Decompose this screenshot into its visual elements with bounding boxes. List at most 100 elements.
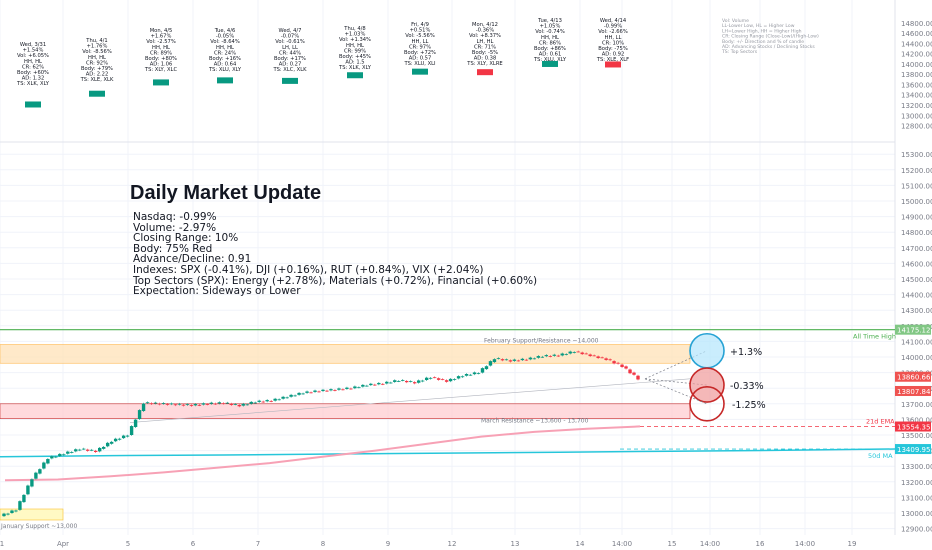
daily-stat-text: CR: 44% (279, 50, 301, 56)
candle-body (181, 404, 186, 406)
candle-body (237, 405, 241, 407)
daily-stat-text: Vol: +8.37% (469, 33, 501, 39)
daily-stat-text: Body: +16% (209, 56, 241, 62)
x-tick-label: 14:00 (700, 540, 720, 548)
candle-body (337, 388, 341, 390)
daily-stat-text: CR: 71% (474, 44, 496, 50)
price-label-text: 13409.95 (897, 446, 930, 454)
candle-body (592, 355, 596, 357)
summary-expectation: Expectation: Sideways or Lower (133, 285, 301, 298)
legend-line: LL-Lower Low, HL = Higher Low (722, 23, 795, 29)
y-tick-label: 13200.00 (901, 479, 932, 487)
daily-stat-text: HH, HL (24, 59, 42, 65)
candle-body (516, 360, 521, 362)
daily-stat-text: +1.76% (87, 44, 108, 50)
daily-stat-text: Body: +72% (404, 50, 436, 56)
candle-body (417, 380, 421, 383)
candle-body (349, 388, 353, 390)
candle-body (30, 479, 34, 487)
zone-january-support (0, 508, 64, 521)
candle-body (105, 442, 110, 447)
daily-stat-text: Mon, 4/12 (472, 22, 498, 28)
candle-body (22, 494, 26, 503)
daily-stat-text: Body: +86% (534, 46, 566, 52)
candle-body (480, 368, 485, 373)
candle-body (205, 404, 210, 405)
daily-candle-marker (605, 61, 621, 68)
candle-body (436, 378, 441, 380)
daily-stat-text: -0.05% (216, 34, 234, 40)
candle-body (636, 375, 640, 380)
summary-top-sectors: Top Sectors (SPX): Energy (+2.78%), Mate… (133, 274, 538, 287)
candle-body (552, 354, 556, 356)
y-tick-label-upper: 13000.00 (901, 112, 932, 120)
daily-candle-marker (89, 90, 105, 97)
candle-body (277, 399, 281, 401)
summary-nasdaq: Nasdaq: -0.99% (133, 211, 217, 223)
daily-stat-text: AD: 0.92 (602, 52, 625, 58)
daily-stat-text: Vol: -5.56% (405, 33, 435, 39)
daily-stat-text: CR: 89% (150, 50, 172, 56)
daily-stat-text: Wed, 4/14 (600, 18, 627, 24)
summary-closing-range: Closing Range: 10% (133, 232, 239, 245)
daily-stat-text: CR: 92% (86, 60, 108, 66)
candle-body (74, 449, 78, 452)
daily-stat-text: Vol: -2.66% (598, 29, 628, 35)
candle-body (317, 391, 321, 393)
y-tick-label-upper: 12800.00 (901, 123, 932, 131)
daily-stat-text: -0.07% (281, 34, 299, 40)
candle-body (456, 376, 461, 379)
daily-stat-text: Vol: +1.34% (339, 37, 371, 43)
daily-candle-marker (282, 77, 298, 84)
y-tick-label: 15200.00 (901, 167, 932, 175)
daily-stat-text: +1.67% (151, 34, 172, 40)
candle-body (253, 402, 257, 404)
price-label-tag (895, 444, 931, 455)
candle-body (109, 441, 114, 444)
candle-body (556, 355, 560, 357)
daily-stat-text: TS: XLY, XLC (144, 67, 178, 73)
daily-stat-text: HH, LL (605, 35, 622, 41)
daily-candle-marker (153, 79, 169, 86)
daily-candle-marker (542, 60, 558, 67)
candle-body (500, 359, 505, 361)
daily-stat-text: TS: XLK, XLY (16, 81, 50, 87)
daily-stat-text: Vol: +6.05% (17, 53, 49, 59)
candle-body (221, 403, 225, 405)
candle-body (209, 402, 214, 404)
candle-body (173, 404, 178, 406)
candle-body (584, 353, 588, 355)
daily-stat-text: Body: +80% (145, 56, 177, 62)
x-tick-label: 19 (848, 540, 857, 548)
daily-stat-text: +1.54% (23, 48, 44, 54)
x-tick-label: 6 (191, 540, 196, 548)
zone-label-february: February Support/Resistance ~14,000 (484, 338, 599, 345)
y-tick-label: 14100.00 (901, 338, 932, 346)
candle-body (341, 389, 345, 391)
candle-body (177, 403, 182, 405)
candle-body (464, 374, 469, 376)
candle-body (193, 404, 198, 406)
candle-body (133, 419, 138, 428)
summary-volume: Volume: -2.97% (133, 221, 217, 234)
daily-stat-text: -0.36% (476, 28, 494, 34)
price-axis (895, 0, 932, 550)
price-label-text: 13860.66 (897, 374, 931, 382)
daily-stat-text: Vol: -2.57% (146, 39, 176, 45)
candle-body (568, 351, 572, 354)
candle-body (325, 390, 329, 392)
candle-body (161, 403, 166, 404)
y-tick-label: 15000.00 (901, 198, 932, 206)
candle-body (58, 453, 62, 457)
candle-body (225, 402, 229, 404)
candle-body (145, 402, 150, 404)
legend-line: Vol: Volume (722, 18, 749, 24)
candle-body (361, 384, 365, 387)
candle-body (42, 462, 46, 469)
daily-stat-text: LH, LL (282, 45, 298, 51)
y-tick-label: 14900.00 (901, 214, 932, 222)
daily-candle-marker (25, 101, 41, 108)
legend-line: TS: Top Sectors (721, 49, 758, 55)
